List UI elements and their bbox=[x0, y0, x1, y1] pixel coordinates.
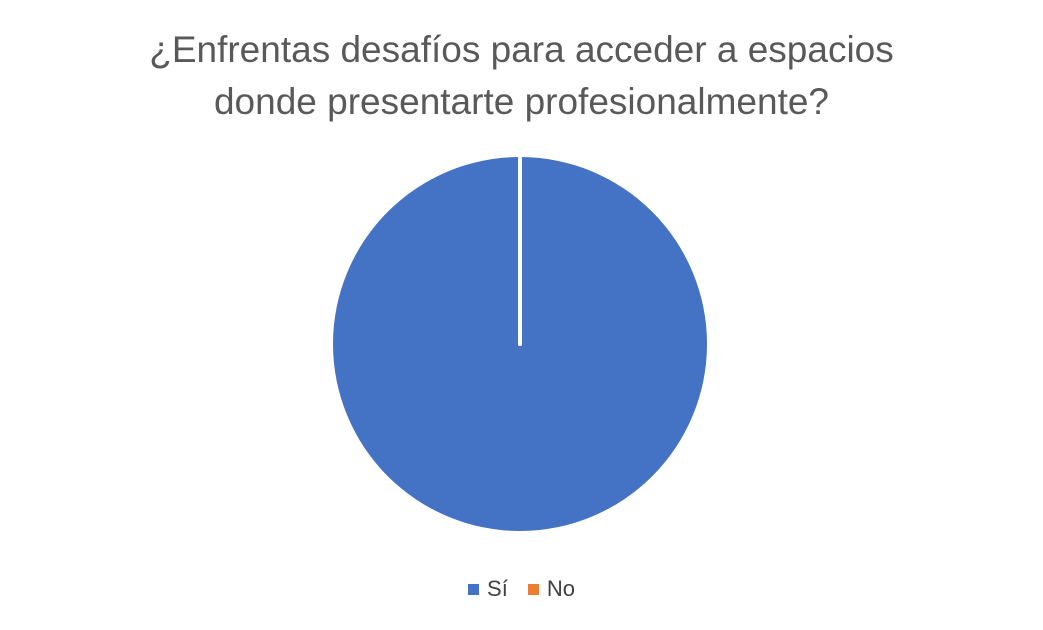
chart-title-line-2: donde presentarte profesionalmente? bbox=[213, 81, 830, 122]
legend-item-no: No bbox=[527, 576, 575, 602]
chart-title: ¿Enfrentas desafíos para acceder a espac… bbox=[0, 24, 1043, 128]
legend-swatch-si bbox=[468, 583, 480, 595]
legend-item-si: Sí bbox=[468, 576, 508, 602]
legend: Sí No bbox=[0, 576, 1043, 602]
legend-label-si: Sí bbox=[487, 576, 508, 601]
legend-swatch-no bbox=[527, 583, 539, 595]
legend-label-no: No bbox=[546, 576, 575, 601]
chart-title-line-1: ¿Enfrentas desafíos para acceder a espac… bbox=[149, 29, 894, 70]
